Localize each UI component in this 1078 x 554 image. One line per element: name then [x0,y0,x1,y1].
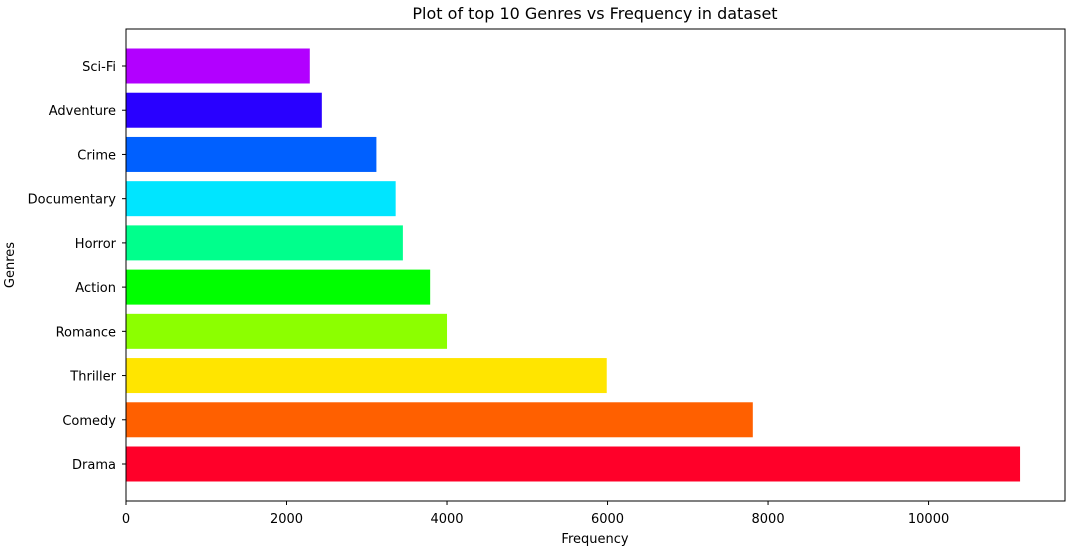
x-tick-label: 8000 [752,512,785,527]
y-tick-label-comedy: Comedy [62,414,116,429]
y-tick-label-horror: Horror [75,237,117,252]
x-tick-label: 2000 [270,512,303,527]
y-tick-label-action: Action [75,281,116,296]
bar-comedy [126,402,753,438]
y-axis-title: Genres [3,242,18,288]
y-tick-label-sci-fi: Sci-Fi [82,60,116,75]
x-tick-label: 6000 [591,512,624,527]
x-tick-label: 0 [122,512,130,527]
bar-adventure [126,92,322,128]
bar-romance [126,313,448,349]
bar-drama [126,446,1021,482]
y-tick-label-drama: Drama [72,458,116,473]
bar-crime [126,136,377,172]
bar-documentary [126,181,396,217]
y-tick-label-romance: Romance [56,325,116,340]
x-tick-label: 4000 [430,512,463,527]
plot-frame [125,28,1066,502]
y-tick-label-documentary: Documentary [28,193,117,208]
x-tick-label: 10000 [908,512,949,527]
bar-horror [126,225,403,261]
bar-sci-fi [126,48,310,84]
bar-action [126,269,431,305]
chart-title: Plot of top 10 Genres vs Frequency in da… [412,4,777,23]
y-tick-label-thriller: Thriller [69,370,116,385]
x-axis-title: Frequency [561,532,628,547]
y-tick-label-crime: Crime [77,148,116,163]
bar-thriller [126,358,607,394]
y-tick-label-adventure: Adventure [49,104,116,119]
